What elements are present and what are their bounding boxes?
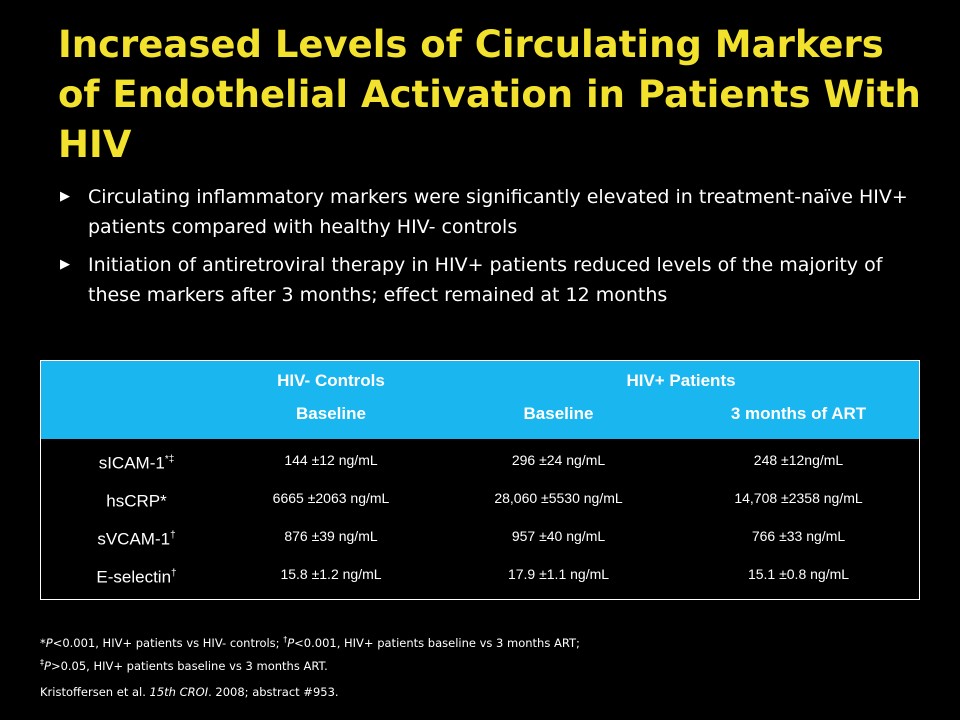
marker-cell: E-selectin† <box>96 567 177 587</box>
art3-value: 15.1 ±0.8 ng/mL <box>747 566 850 582</box>
reference: Kristoffersen et al. 15th CROI. 2008; ab… <box>40 684 339 699</box>
slide-title: Increased Levels of Circulating Markers … <box>58 23 921 166</box>
bullet-text: Initiation of antiretroviral therapy in … <box>88 254 883 306</box>
bullet-item: ▶ Initiation of antiretroviral therapy i… <box>58 250 928 310</box>
bullet-list: ▶ Circulating inflammatory markers were … <box>58 182 928 318</box>
marker-cell: hsCRP* <box>106 491 167 511</box>
controls-value: 6665 ±2063 ng/mL <box>272 490 390 506</box>
bullet-item: ▶ Circulating inflammatory markers were … <box>58 182 928 242</box>
controls-value: 144 ±12 ng/mL <box>284 452 378 468</box>
baseline-value: 296 ±24 ng/mL <box>511 452 606 468</box>
footnote-line-2: ‡P>0.05, HIV+ patients baseline vs 3 mon… <box>40 657 328 673</box>
header-controls-baseline: Baseline <box>296 404 366 423</box>
table-header: HIV- Controls HIV+ Patients Baseline Bas… <box>41 361 919 439</box>
marker-cell: sVCAM-1† <box>97 529 176 549</box>
baseline-value: 28,060 ±5530 ng/mL <box>494 490 623 506</box>
baseline-value: 957 ±40 ng/mL <box>511 528 606 544</box>
controls-value: 876 ±39 ng/mL <box>284 528 378 544</box>
art3-value: 248 ±12ng/mL <box>753 452 844 468</box>
markers-table: HIV- Controls HIV+ Patients Baseline Bas… <box>40 360 920 600</box>
art3-value: 766 ±33 ng/mL <box>751 528 846 544</box>
header-patients-3-months: 3 months of ART <box>730 404 867 423</box>
baseline-value: 17.9 ±1.1 ng/mL <box>507 566 610 582</box>
arrow-bullet-icon: ▶ <box>60 189 70 204</box>
marker-cell: sICAM-1*‡ <box>98 453 175 473</box>
bullet-text: Circulating inflammatory markers were si… <box>88 186 908 238</box>
header-patients-baseline: Baseline <box>523 404 594 423</box>
footnote-line-1: *P<0.001, HIV+ patients vs HIV- controls… <box>40 635 580 650</box>
controls-value: 15.8 ±1.2 ng/mL <box>280 566 382 582</box>
footnotes: *P<0.001, HIV+ patients vs HIV- controls… <box>40 630 920 702</box>
header-patients-group: HIV+ Patients <box>626 371 736 390</box>
header-controls-group: HIV- Controls <box>277 371 385 390</box>
table-row: E-selectin† 15.8 ±1.2 ng/mL 17.9 ±1.1 ng… <box>41 555 919 593</box>
table-row: sVCAM-1† 876 ±39 ng/mL 957 ±40 ng/mL 766… <box>41 517 919 555</box>
arrow-bullet-icon: ▶ <box>60 257 70 272</box>
table-row: hsCRP* 6665 ±2063 ng/mL 28,060 ±5530 ng/… <box>41 479 919 517</box>
art3-value: 14,708 ±2358 ng/mL <box>734 490 863 506</box>
table-row: sICAM-1*‡ 144 ±12 ng/mL 296 ±24 ng/mL 24… <box>41 441 919 479</box>
